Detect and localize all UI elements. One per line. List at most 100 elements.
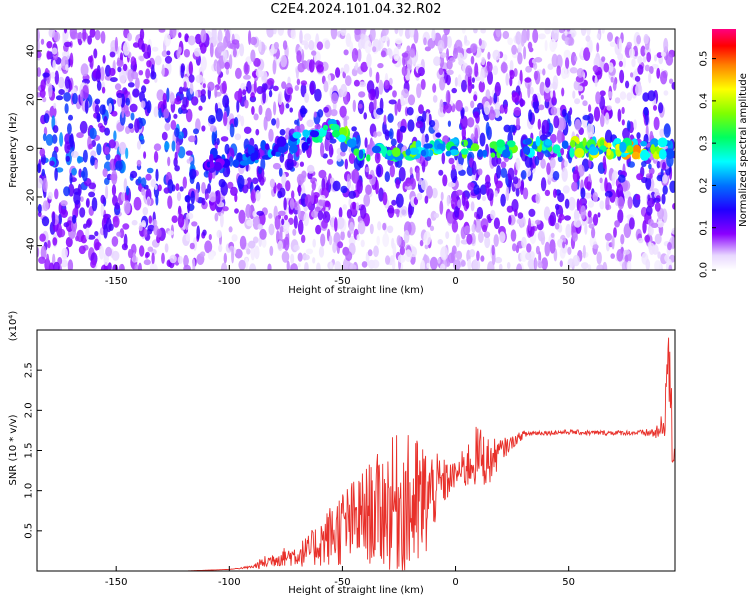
ridge-cell bbox=[353, 148, 360, 156]
spectrogram-cell bbox=[628, 48, 635, 58]
spectrogram-cell bbox=[145, 68, 151, 79]
spectrogram-cell bbox=[331, 92, 339, 104]
spectrogram-cell bbox=[55, 95, 64, 101]
ridge-cell bbox=[276, 136, 287, 147]
spectrogram-cell bbox=[90, 155, 95, 166]
spectrogram-cell bbox=[494, 101, 501, 110]
spectrogram-cell bbox=[130, 71, 139, 80]
spectrogram-cell bbox=[366, 174, 373, 180]
spectrogram-cell bbox=[141, 187, 146, 196]
spectrogram-cell bbox=[513, 176, 519, 185]
spectrogram-cell bbox=[240, 115, 245, 127]
ridge-cell bbox=[274, 151, 282, 157]
ridge-cell bbox=[292, 131, 302, 139]
spectrogram-cell bbox=[284, 214, 288, 221]
spectrogram-cell bbox=[369, 223, 374, 235]
ridge-cell bbox=[232, 159, 240, 168]
spectrogram-cell bbox=[644, 234, 650, 243]
spectrogram-cell bbox=[561, 87, 565, 97]
spectrogram-cell bbox=[72, 92, 78, 105]
ridge-cell bbox=[289, 144, 298, 154]
spectrogram-cell bbox=[487, 216, 492, 224]
spectrogram-cell bbox=[250, 189, 257, 204]
spectrogram-cell bbox=[334, 217, 338, 232]
ridge-cell bbox=[409, 147, 419, 155]
spectrogram-cell bbox=[527, 83, 531, 99]
spectrogram-cell bbox=[207, 251, 215, 260]
spectrogram-cell bbox=[145, 173, 152, 181]
spectrogram-cell bbox=[176, 95, 181, 102]
spectrogram-cell bbox=[648, 167, 655, 175]
spectrogram-cell bbox=[525, 252, 532, 261]
spectrogram-cell bbox=[249, 263, 257, 270]
spectrogram-cell bbox=[647, 90, 656, 102]
spectrogram-cell bbox=[51, 134, 58, 144]
spectrogram-cell bbox=[386, 225, 394, 234]
spectrogram-cell bbox=[568, 196, 576, 211]
spectrogram-cell bbox=[58, 213, 62, 226]
spectrogram-cell bbox=[557, 238, 564, 248]
spectrogram-cell bbox=[648, 242, 655, 255]
spectrogram-cell bbox=[602, 155, 607, 169]
spectrogram-cell bbox=[42, 200, 49, 212]
spectrogram-cell bbox=[190, 190, 195, 205]
spectrogram-cell bbox=[289, 198, 295, 210]
spectrogram-panel: -150 -100 -50 0 50 40 20 0 -20 -40 Height of str… bbox=[8, 28, 676, 296]
spectrogram-cell bbox=[143, 228, 148, 238]
spectrogram-cell bbox=[88, 143, 93, 150]
spectrogram-cell bbox=[535, 192, 541, 204]
spectrogram-cell bbox=[400, 206, 408, 217]
spectrogram-cell bbox=[494, 190, 498, 198]
spectrogram-cell bbox=[258, 39, 262, 53]
spectrogram-cell bbox=[303, 33, 312, 42]
spectrogram-cell bbox=[214, 86, 218, 99]
spectrogram-cell bbox=[613, 227, 617, 238]
spectrogram-cell bbox=[491, 244, 495, 256]
spectrogram-cell bbox=[135, 77, 140, 90]
y-tick-label: 0 bbox=[26, 145, 37, 151]
spectrogram-cell bbox=[87, 234, 96, 240]
spectrogram-cell bbox=[42, 72, 50, 78]
spectrogram-cell bbox=[325, 182, 329, 191]
spectrogram-cell bbox=[249, 137, 255, 147]
spectrogram-cell bbox=[250, 49, 256, 63]
spectrogram-cell bbox=[194, 188, 199, 202]
spectrogram-cell bbox=[571, 32, 575, 38]
spectrogram-cell bbox=[234, 248, 243, 259]
spectrogram-cell bbox=[53, 102, 57, 109]
y-tick-label: 1.5 bbox=[24, 443, 35, 459]
spectrogram-cell bbox=[404, 249, 412, 262]
spectrogram-cell bbox=[63, 186, 71, 197]
spectrogram-cell bbox=[111, 250, 120, 261]
spectrogram-cell bbox=[360, 61, 369, 73]
spectrogram-cell bbox=[134, 264, 139, 270]
spectrogram-cell bbox=[268, 89, 273, 98]
spectrogram-cell bbox=[146, 167, 154, 174]
spectrogram-cell bbox=[443, 29, 450, 36]
spectrogram-cell bbox=[647, 194, 651, 202]
spectrogram-cell bbox=[549, 211, 557, 227]
spectrogram-cell bbox=[551, 81, 558, 90]
spectrogram-cell bbox=[622, 127, 630, 140]
spectrogram-cell bbox=[99, 125, 106, 133]
spectrogram-cell bbox=[293, 215, 298, 229]
spectrogram-cell bbox=[232, 48, 237, 58]
spectrogram-cell bbox=[258, 104, 263, 116]
spectrogram-cell bbox=[58, 89, 65, 95]
ridge-cell bbox=[496, 139, 505, 148]
ridge-cell bbox=[306, 137, 311, 145]
spectrogram-cell bbox=[352, 99, 356, 113]
spectrogram-cell bbox=[464, 106, 469, 113]
spectrogram-cell bbox=[145, 251, 150, 258]
spectrogram-cell bbox=[382, 29, 389, 36]
spectrogram-cell bbox=[426, 217, 432, 228]
spectrogram-cell bbox=[381, 35, 389, 42]
spectrogram-cell bbox=[156, 89, 165, 101]
spectrogram-cell bbox=[94, 159, 98, 170]
spectrogram-cell bbox=[211, 131, 215, 145]
spectrogram-cell bbox=[62, 29, 69, 41]
spectrogram-cell bbox=[184, 216, 189, 231]
x-tick-label: 0 bbox=[452, 276, 458, 287]
spectrogram-cell bbox=[119, 69, 127, 84]
spectrogram-cell bbox=[366, 53, 372, 68]
